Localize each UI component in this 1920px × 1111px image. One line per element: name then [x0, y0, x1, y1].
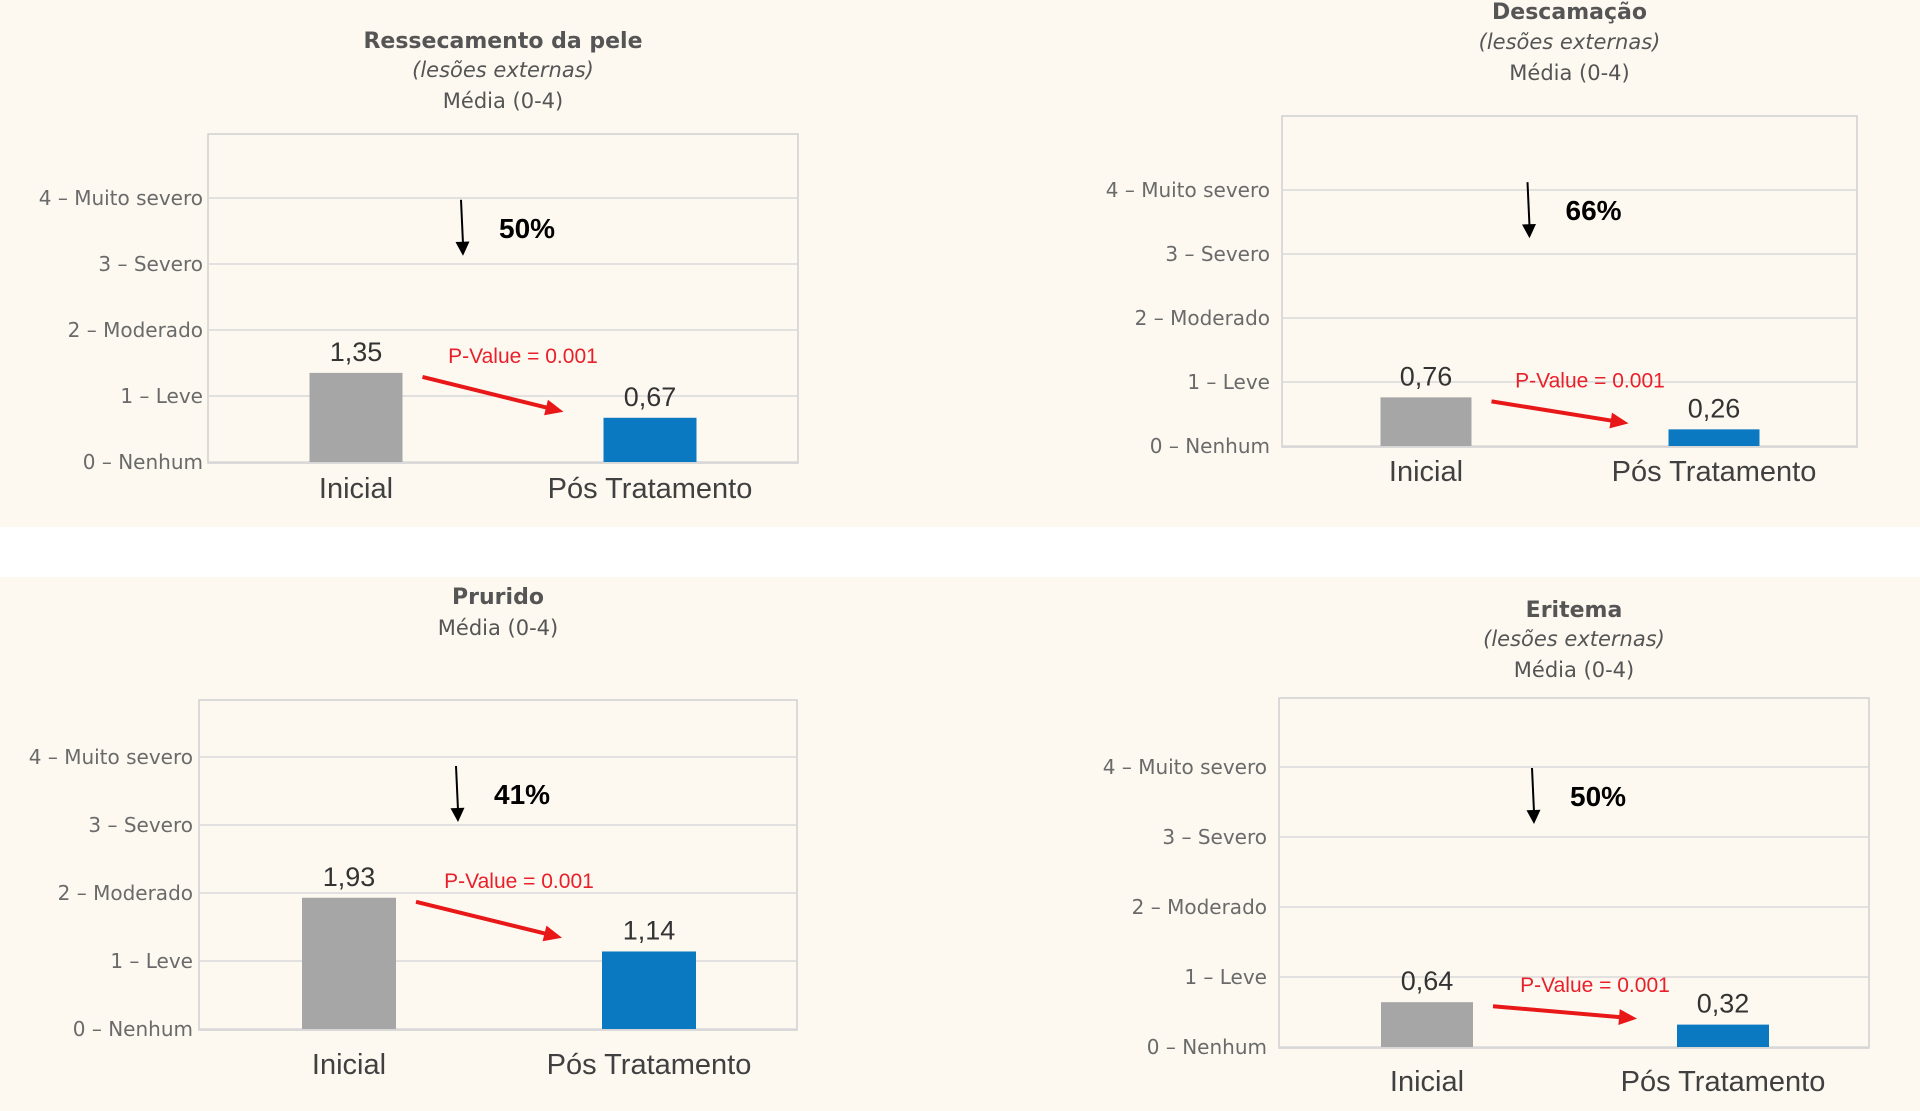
x-category-label: Inicial — [1389, 456, 1463, 488]
plot-area — [198, 699, 798, 1031]
bar-inicial — [309, 372, 403, 462]
chart-title: Ressecamento da pele — [363, 29, 642, 54]
trend-arrow-icon — [1609, 412, 1629, 429]
reduction-arrow-shaft — [460, 199, 464, 244]
y-tick-label: 1 – Leve — [120, 384, 203, 408]
x-category-label: Inicial — [312, 1049, 386, 1081]
y-tick-label: 0 – Nenhum — [73, 1017, 193, 1041]
reduction-percent: 50% — [1570, 781, 1626, 812]
bar-pos-tratamento — [602, 951, 696, 1029]
bar-value-label: 0,26 — [1688, 393, 1741, 423]
x-category-label: Pós Tratamento — [1621, 1066, 1826, 1098]
y-tick-label: 3 – Severo — [1162, 825, 1267, 849]
reduction-arrow-shaft — [455, 765, 459, 811]
y-tick-label: 1 – Leve — [1187, 370, 1270, 394]
y-tick-label: 1 – Leve — [110, 949, 193, 973]
bar-inicial — [1380, 397, 1472, 446]
bar-value-label: 1,93 — [323, 862, 376, 892]
y-tick-label: 3 – Severo — [88, 813, 193, 837]
plot-area — [1278, 697, 1870, 1049]
bar-value-label: 0,32 — [1697, 989, 1750, 1019]
chart-prurido: Prurido Média (0-4) 0 – Nenhum 1 – Leve 2 – … — [0, 577, 960, 1111]
chart-svg: Descamação (lesões externas) Média (0-4) 0 … — [1106, 0, 1858, 488]
trend-arrow-shaft — [422, 374, 555, 412]
y-tick-label: 4 – Muito severo — [29, 745, 193, 769]
bar-pos-tratamento — [603, 417, 697, 462]
plot-area — [1281, 115, 1858, 448]
y-tick-label: 2 – Moderado — [1132, 895, 1267, 919]
chart-unit-label: Média (0-4) — [438, 616, 558, 640]
y-tick-label: 0 – Nenhum — [1150, 434, 1270, 458]
chart-unit-label: Média (0-4) — [443, 89, 563, 113]
trend-arrow-shaft — [1492, 1004, 1628, 1020]
trend-arrow-icon — [1618, 1009, 1637, 1026]
bar-value-label: 0,67 — [624, 382, 677, 412]
reduction-percent: 50% — [499, 213, 555, 244]
bar-inicial — [1381, 1002, 1473, 1047]
p-value-label: P-Value = 0.001 — [1520, 974, 1670, 997]
bar-pos-tratamento — [1677, 1024, 1769, 1047]
reduction-percent: 66% — [1566, 195, 1622, 226]
chart-title: Descamação — [1492, 0, 1647, 25]
y-tick-label: 1 – Leve — [1184, 965, 1267, 989]
y-tick-label: 4 – Muito severo — [1106, 178, 1270, 202]
y-tick-label: 0 – Nenhum — [83, 450, 203, 474]
trend-arrow-icon — [542, 925, 562, 942]
chart-svg: Eritema (lesões externas) Média (0-4) 0 – N… — [1103, 598, 1870, 1098]
bar-value-label: 1,35 — [330, 337, 383, 367]
p-value-label: P-Value = 0.001 — [448, 345, 598, 368]
chart-svg: Ressecamento da pele (lesões externas) Méd… — [39, 29, 799, 505]
y-tick-label: 3 – Severo — [98, 252, 203, 276]
y-tick-label: 2 – Moderado — [58, 881, 193, 905]
reduction-arrow-shaft — [1531, 767, 1535, 813]
x-category-label: Pós Tratamento — [1612, 456, 1817, 488]
chart-title: Eritema — [1526, 598, 1623, 623]
chart-subtitle: (lesões externas) — [1479, 30, 1661, 54]
chart-title: Prurido — [452, 585, 544, 610]
x-category-label: Inicial — [1390, 1066, 1464, 1098]
bar-inicial — [302, 897, 396, 1029]
y-tick-label: 3 – Severo — [1165, 242, 1270, 266]
chart-ressecamento-da-pele: Ressecamento da pele (lesões externas) Méd… — [0, 0, 960, 527]
bar-pos-tratamento — [1668, 429, 1760, 446]
p-value-label: P-Value = 0.001 — [444, 870, 594, 893]
y-tick-label: 4 – Muito severo — [39, 186, 203, 210]
down-arrow-icon — [1522, 223, 1536, 239]
chart-subtitle: (lesões externas) — [1483, 627, 1665, 651]
bar-value-label: 0,64 — [1401, 966, 1454, 996]
plot-area — [207, 133, 799, 464]
bar-value-label: 0,76 — [1400, 361, 1453, 391]
reduction-percent: 41% — [494, 779, 550, 810]
y-tick-label: 4 – Muito severo — [1103, 755, 1267, 779]
down-arrow-icon — [450, 807, 465, 822]
chart-descamacao: Descamação (lesões externas) Média (0-4) 0 … — [960, 0, 1920, 527]
chart-svg: Prurido Média (0-4) 0 – Nenhum 1 – Leve 2 – … — [29, 585, 798, 1081]
p-value-label: P-Value = 0.001 — [1515, 369, 1665, 392]
y-tick-label: 2 – Moderado — [1135, 306, 1270, 330]
x-category-label: Pós Tratamento — [547, 1049, 752, 1081]
trend-arrow-icon — [544, 399, 564, 416]
chart-unit-label: Média (0-4) — [1509, 61, 1629, 85]
reduction-arrow-shaft — [1526, 182, 1531, 227]
chart-subtitle: (lesões externas) — [412, 58, 594, 82]
down-arrow-icon — [1526, 809, 1541, 824]
chart-eritema: Eritema (lesões externas) Média (0-4) 0 – N… — [960, 577, 1920, 1111]
trend-arrow-shaft — [1491, 399, 1620, 424]
x-category-label: Inicial — [319, 473, 393, 505]
bar-value-label: 1,14 — [623, 915, 676, 945]
x-category-label: Pós Tratamento — [548, 473, 753, 505]
down-arrow-icon — [455, 241, 470, 256]
trend-arrow-shaft — [415, 899, 553, 938]
y-tick-label: 0 – Nenhum — [1147, 1035, 1267, 1059]
chart-unit-label: Média (0-4) — [1514, 658, 1634, 682]
y-tick-label: 2 – Moderado — [68, 318, 203, 342]
